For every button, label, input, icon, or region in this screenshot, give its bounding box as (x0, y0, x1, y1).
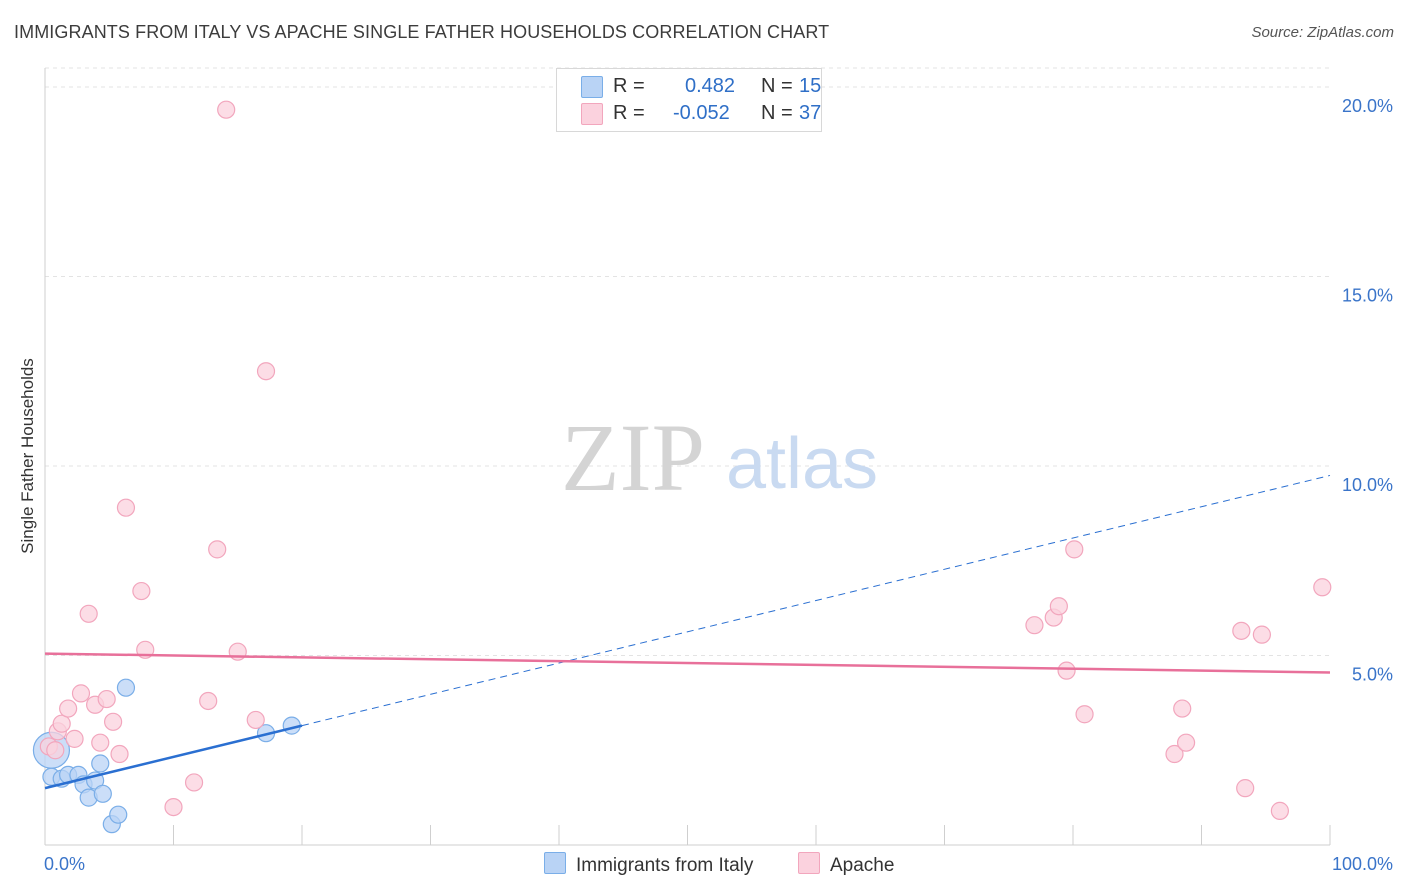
apache-point (1049, 597, 1068, 616)
apache-point (184, 773, 204, 792)
italy-n-value: 15 (799, 75, 822, 97)
y-tick-label: 20.0% (1342, 96, 1393, 116)
apache-r-label: R = (613, 102, 645, 124)
italy-point (93, 784, 112, 803)
x-tick-label-max: 100.0% (1332, 854, 1393, 874)
apache-point (79, 604, 98, 623)
italy-trend-extension (301, 474, 1331, 727)
apache-point (59, 699, 78, 718)
trend-lines (44, 474, 1331, 790)
italy-r-value: 0.482 (685, 75, 736, 97)
legend-item-apache: Apache (798, 852, 894, 877)
apache-point (1236, 779, 1255, 798)
watermark-zip: ZIP (561, 404, 705, 511)
apache-point (65, 729, 84, 748)
apache-point (208, 540, 227, 559)
apache-point (1065, 540, 1084, 559)
watermark-atlas: atlas (726, 424, 878, 504)
x-tick-label-min: 0.0% (44, 854, 85, 874)
apache-point (46, 741, 65, 760)
apache-point (1173, 699, 1192, 718)
legend-apache-label: Apache (830, 855, 895, 876)
italy-r-label: R = (613, 75, 645, 97)
apache-point (1176, 733, 1196, 752)
legend-italy-swatch (544, 852, 566, 874)
data-points (32, 100, 1332, 834)
apache-point (132, 581, 151, 601)
chart-title: IMMIGRANTS FROM ITALY VS APACHE SINGLE F… (14, 22, 830, 42)
apache-point (110, 744, 129, 764)
source-label: Source: ZipAtlas.com (1251, 24, 1394, 41)
italy-point (109, 805, 128, 824)
italy-point (91, 754, 110, 773)
apache-point (1165, 744, 1184, 764)
apache-point (1075, 705, 1094, 724)
watermark: ZIP atlas (561, 404, 878, 511)
correlation-legend: R = 0.482 N = 15 R = -0.052 N = 37 (556, 68, 822, 132)
apache-point (91, 733, 110, 752)
tick-labels: 5.0% 10.0% 15.0% 20.0% 0.0% 100.0% (44, 96, 1393, 874)
apache-point (1025, 616, 1044, 635)
apache-trend-line (44, 652, 1331, 674)
apache-point (52, 714, 71, 733)
italy-swatch (581, 76, 603, 98)
apache-point (116, 498, 136, 517)
apache-point (71, 684, 91, 703)
axes (44, 68, 1331, 846)
apache-point (104, 712, 123, 731)
apache-point (217, 100, 236, 119)
apache-point (164, 797, 183, 817)
apache-point (1270, 801, 1289, 820)
apache-swatch (581, 103, 603, 125)
legend-apache-swatch (798, 852, 820, 874)
italy-n-label: N = (761, 75, 793, 97)
legend-italy-label: Immigrants from Italy (576, 855, 754, 876)
y-tick-label: 10.0% (1342, 475, 1393, 495)
apache-point (1057, 661, 1076, 680)
apache-point (246, 710, 265, 730)
apache-point (1232, 621, 1251, 640)
y-tick-label: 15.0% (1342, 285, 1393, 305)
apache-point (256, 362, 276, 381)
italy-point (116, 678, 136, 697)
apache-r-value: -0.052 (673, 102, 730, 124)
apache-point (1252, 625, 1271, 644)
apache-point (1313, 578, 1332, 597)
y-tick-label: 5.0% (1352, 664, 1393, 684)
italy-trend-line (44, 724, 303, 790)
apache-point (199, 691, 218, 711)
apache-point (97, 689, 116, 709)
apache-n-label: N = (761, 102, 793, 124)
apache-n-value: 37 (799, 102, 822, 124)
legend-item-italy: Immigrants from Italy (544, 852, 753, 877)
gridlines (45, 67, 1330, 656)
